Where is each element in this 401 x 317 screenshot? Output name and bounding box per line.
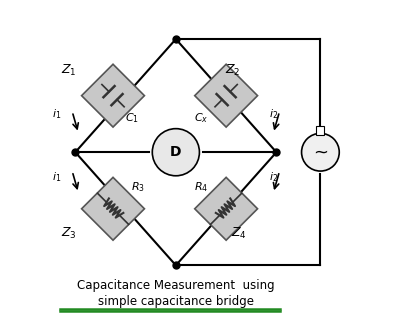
Text: $Z_1$: $Z_1$ [61,63,77,78]
Text: $i_2$: $i_2$ [268,171,277,184]
Text: $Z_3$: $Z_3$ [61,226,77,242]
Text: $i_2$: $i_2$ [268,107,277,121]
Text: D: D [170,145,181,159]
Polygon shape [194,177,257,240]
Text: $Z_2$: $Z_2$ [224,63,239,78]
Text: $C_x$: $C_x$ [193,111,208,125]
Circle shape [301,133,338,171]
Polygon shape [81,177,144,240]
Text: $R_3$: $R_3$ [131,180,145,194]
Text: $i_1$: $i_1$ [52,171,61,184]
Text: $i_1$: $i_1$ [52,107,61,121]
Text: simple capacitance bridge: simple capacitance bridge [97,295,253,308]
Circle shape [152,129,199,176]
Text: Capacitance Measurement  using: Capacitance Measurement using [77,279,274,292]
FancyBboxPatch shape [316,126,324,135]
Polygon shape [194,64,257,127]
Text: $R_4$: $R_4$ [193,180,208,194]
Text: $C_1$: $C_1$ [125,111,138,125]
Polygon shape [81,64,144,127]
Text: $Z_4$: $Z_4$ [230,226,246,242]
Text: ~: ~ [312,143,327,161]
